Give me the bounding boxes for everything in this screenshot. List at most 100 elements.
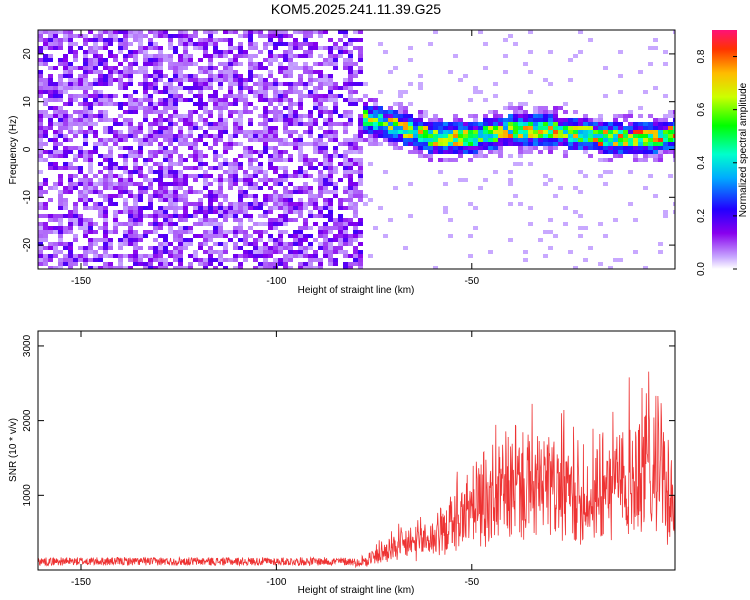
spectrogram-cell bbox=[338, 222, 343, 226]
spectrogram-cell bbox=[208, 190, 213, 194]
spectrogram-cell bbox=[238, 218, 243, 222]
spectrogram-cell bbox=[558, 134, 563, 138]
spectrogram-cell bbox=[128, 150, 133, 154]
spectrogram-cell bbox=[298, 158, 303, 162]
spectrogram-cell bbox=[263, 126, 268, 130]
spectrogram-cell bbox=[238, 186, 243, 190]
spectrogram-cell bbox=[103, 138, 108, 142]
spectrogram-cell bbox=[158, 90, 163, 94]
spectrogram-cell bbox=[103, 194, 108, 198]
spectrogram-cell bbox=[263, 98, 268, 102]
spectrogram-cell bbox=[568, 130, 573, 134]
spectrogram-cell bbox=[148, 110, 153, 114]
spectrogram-cell bbox=[628, 170, 633, 174]
spectrogram-cell bbox=[123, 198, 128, 202]
spectrogram-cell bbox=[68, 78, 73, 82]
spectrogram-cell bbox=[208, 74, 213, 78]
spectrogram-cell bbox=[138, 166, 143, 170]
spectrogram-cell bbox=[308, 162, 313, 166]
spectrogram-cell bbox=[418, 86, 423, 90]
spectrogram-cell bbox=[228, 134, 233, 138]
spectrogram-cell bbox=[658, 142, 663, 146]
spectrogram-cell bbox=[353, 254, 358, 258]
spectrogram-cell bbox=[673, 210, 675, 214]
spectrogram-cell bbox=[288, 86, 293, 90]
spectrogram-cell bbox=[303, 226, 308, 230]
spectrogram-cell bbox=[98, 206, 103, 210]
spectrogram-cell bbox=[138, 218, 143, 222]
spectrogram-cell bbox=[98, 162, 103, 166]
spectrogram-cell bbox=[648, 134, 653, 138]
spectrogram-cell bbox=[603, 122, 608, 126]
spectrogram-cell bbox=[473, 226, 478, 230]
spectrogram-cell bbox=[308, 214, 313, 218]
spectrogram-cell bbox=[68, 218, 73, 222]
spectrogram-cell bbox=[68, 182, 73, 186]
spectrogram-cell bbox=[348, 98, 353, 102]
spectrogram-cell bbox=[538, 110, 543, 114]
spectrogram-cell bbox=[353, 234, 358, 238]
spectrogram-cell bbox=[338, 142, 343, 146]
spectrogram-cell bbox=[578, 50, 583, 54]
spectrogram-cell bbox=[73, 82, 78, 86]
spectrogram-cell bbox=[148, 30, 153, 34]
spectrogram-cell bbox=[338, 198, 343, 202]
spectrogram-cell bbox=[308, 50, 313, 54]
spectrogram-cell bbox=[308, 42, 313, 46]
spectrogram-cell bbox=[208, 194, 213, 198]
spectrogram-cell bbox=[223, 142, 228, 146]
spectrogram-cell bbox=[138, 194, 143, 198]
spectrogram-cell bbox=[493, 142, 498, 146]
spectrogram-cell bbox=[653, 142, 658, 146]
spectrogram-cell bbox=[158, 118, 163, 122]
spectrogram-cell bbox=[218, 254, 223, 258]
spectrogram-cell bbox=[173, 202, 178, 206]
spectrogram-cell bbox=[238, 50, 243, 54]
spectrogram-cell bbox=[668, 122, 673, 126]
spectrogram-cell bbox=[483, 66, 488, 70]
spectrogram-cell bbox=[343, 66, 348, 70]
spectrogram-cell bbox=[268, 130, 273, 134]
spectrogram-cell bbox=[383, 134, 388, 138]
spectrogram-cell bbox=[298, 66, 303, 70]
spectrogram-cell bbox=[143, 234, 148, 238]
spectrogram-cell bbox=[383, 114, 388, 118]
spectrogram-cell bbox=[248, 146, 253, 150]
spectrogram-cell bbox=[218, 74, 223, 78]
spectrogram-cell bbox=[148, 94, 153, 98]
spectrogram-cell bbox=[653, 126, 658, 130]
spectrogram-cell bbox=[493, 134, 498, 138]
spectrogram-cell bbox=[298, 238, 303, 242]
spectrogram-cell bbox=[108, 30, 113, 34]
spectrogram-cell bbox=[238, 110, 243, 114]
spectrogram-cell bbox=[133, 62, 138, 66]
spectrogram-cell bbox=[398, 118, 403, 122]
spectrogram-cell bbox=[53, 150, 58, 154]
spectrogram-cell bbox=[103, 74, 108, 78]
spectrogram-cell bbox=[108, 34, 113, 38]
spectrogram-cell bbox=[158, 50, 163, 54]
spectrogram-cell bbox=[228, 146, 233, 150]
spectrogram-cell bbox=[303, 266, 308, 269]
spectrogram-cell bbox=[68, 114, 73, 118]
spectrogram-cell bbox=[263, 46, 268, 50]
spectrogram-y-tick-label: -10 bbox=[22, 190, 33, 205]
spectrogram-cell bbox=[138, 206, 143, 210]
spectrogram-cell bbox=[493, 138, 498, 142]
spectrogram-cell bbox=[133, 54, 138, 58]
spectrogram-cell bbox=[118, 166, 123, 170]
spectrogram-cell bbox=[58, 46, 63, 50]
spectrogram-cell bbox=[113, 122, 118, 126]
spectrogram-cell bbox=[203, 102, 208, 106]
spectrogram-cell bbox=[378, 206, 383, 210]
spectrogram-cell bbox=[473, 154, 478, 158]
spectrogram-cell bbox=[123, 42, 128, 46]
spectrogram-cell bbox=[253, 182, 258, 186]
spectrogram-cell bbox=[298, 78, 303, 82]
spectrogram-cell bbox=[248, 174, 253, 178]
spectrogram-cell bbox=[173, 66, 178, 70]
spectrogram-cell bbox=[498, 126, 503, 130]
spectrogram-cell bbox=[343, 218, 348, 222]
spectrogram-cell bbox=[88, 150, 93, 154]
spectrogram-cell bbox=[278, 114, 283, 118]
